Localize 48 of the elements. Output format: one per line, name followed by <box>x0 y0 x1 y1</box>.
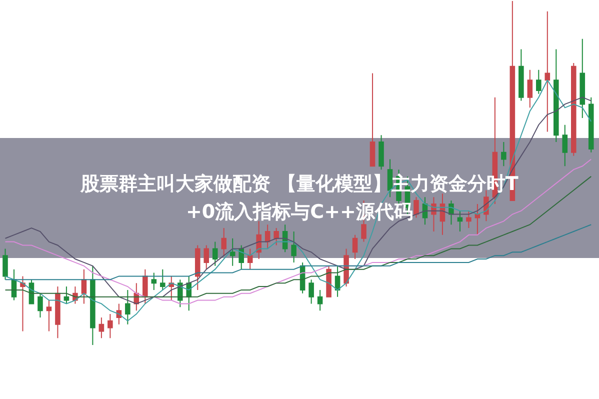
candlestick <box>440 193 446 236</box>
candlestick <box>38 292 43 318</box>
candlestick <box>20 276 26 332</box>
candlestick <box>125 289 130 325</box>
candlestick <box>527 69 533 108</box>
candlestick <box>160 268 166 290</box>
candlestick <box>544 10 550 132</box>
candlestick <box>108 314 113 339</box>
candlestick <box>64 286 70 304</box>
candlestick <box>326 265 332 298</box>
candlestick <box>238 244 244 270</box>
candlestick <box>221 228 226 256</box>
candlestick <box>11 268 17 301</box>
candlestick <box>98 316 104 339</box>
candlestick <box>90 265 96 346</box>
candlestick <box>264 224 270 250</box>
candlestick <box>457 210 463 232</box>
candlestick <box>317 289 323 312</box>
candlestick <box>588 96 594 153</box>
candlestick <box>562 124 568 167</box>
candlestick <box>414 196 419 218</box>
candlestick <box>580 38 586 118</box>
candlestick <box>501 142 506 167</box>
candlestick <box>334 265 340 298</box>
candlestick <box>352 234 358 260</box>
candlestick <box>256 220 262 260</box>
candlestick <box>554 48 559 143</box>
candlestick <box>387 158 393 198</box>
candlestick <box>212 241 218 266</box>
candlestick <box>81 268 87 304</box>
candlestick <box>370 72 376 167</box>
candlestick <box>571 62 576 156</box>
candlestick <box>518 48 524 102</box>
candlestick <box>308 279 314 304</box>
candlestick <box>230 238 236 266</box>
candlestick <box>2 248 8 280</box>
candlestick <box>204 244 210 270</box>
candlestick <box>55 286 60 339</box>
candlestick <box>291 230 296 263</box>
candlestick <box>46 300 52 332</box>
candlestick <box>274 228 279 246</box>
candlestick <box>378 134 384 170</box>
candlestick <box>247 248 253 270</box>
candlestick <box>194 244 200 290</box>
candlestick <box>536 69 542 94</box>
candlestick <box>466 210 472 229</box>
candlestick <box>474 203 480 236</box>
candlestick <box>151 272 157 290</box>
